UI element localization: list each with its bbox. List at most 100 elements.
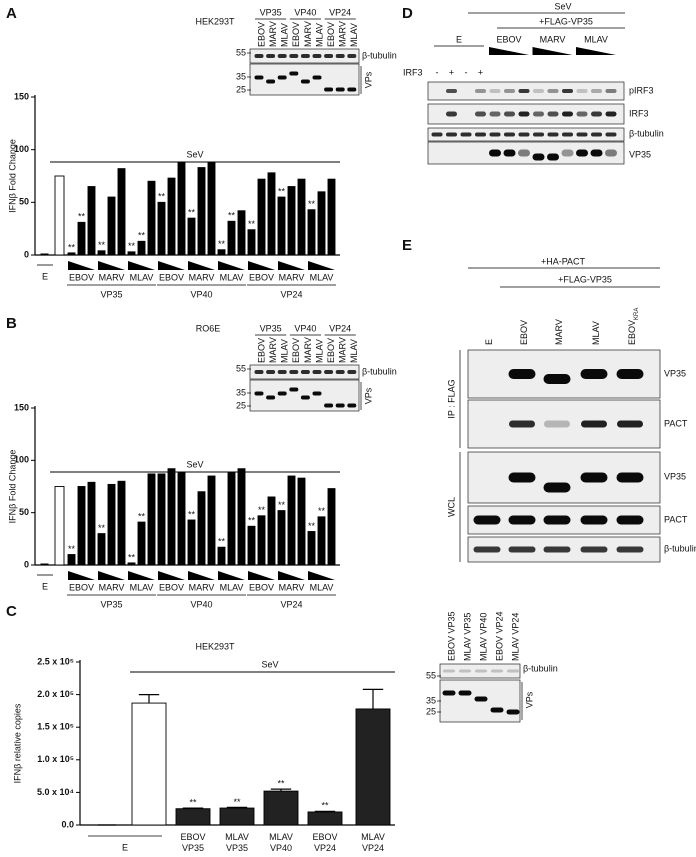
dose-wedge [218,571,245,580]
bar [207,161,216,256]
band [605,132,617,137]
group-label: VP40 [190,289,212,299]
band [616,472,644,483]
band [576,132,588,137]
y-axis-label: IFNβ relative copies [12,703,22,783]
bar [317,191,326,256]
band [312,391,322,396]
lane-label: MARV [338,337,348,363]
y-tick-label: 50 [19,197,29,207]
bar [127,251,136,256]
band [474,696,488,702]
band [446,89,457,93]
bar [117,168,126,256]
dose-wedge [128,261,155,270]
band [446,111,457,117]
x-tick-label-line: MLAV [225,832,249,842]
band [324,370,334,374]
panel-letter: B [6,315,17,332]
lane-label: EBOV [256,338,266,363]
bar [327,178,336,256]
band [277,75,287,80]
band [580,472,608,483]
y-tick-label: 150 [14,91,29,101]
dose-wedge [98,571,125,580]
group-label: VP40 [190,599,212,609]
band [562,111,573,117]
bar [217,546,226,566]
blot-label: β-tubulin [664,543,696,553]
significance: ** [308,521,316,531]
blot-label: PACT [664,418,688,428]
mw-marker: 35 [236,71,246,81]
blot-side-label: IP : FLAG [446,379,456,418]
band [506,709,520,715]
bar [307,811,343,826]
band [491,669,503,673]
sign: + [449,67,454,77]
dose-wedge [68,571,95,580]
lane-label-text: MARV [554,319,564,345]
bar [107,196,116,256]
significance: ** [321,801,329,811]
significance: ** [128,241,136,251]
lane-label-sub: KRA [634,308,640,320]
dose-wedge [248,261,275,270]
lane-label: MLAV [349,23,359,47]
x-tick-label: MLAV VP40 [269,832,293,853]
subgroup-label: MLAV [220,582,244,592]
band [254,370,264,374]
band [254,75,264,80]
band [473,515,501,525]
blot-label: VP35 [664,471,686,481]
y-tick-label: 150 [14,402,29,412]
band [518,132,530,137]
significance: ** [188,208,196,218]
blot-side-label: WCL [446,497,456,517]
bar [97,250,106,256]
dose-wedge [98,261,125,270]
significance: ** [98,240,106,250]
bar [277,510,286,566]
band [543,515,571,525]
band [580,369,608,379]
subgroup-label: MLAV [310,582,334,592]
band [335,403,345,408]
band [580,546,608,553]
lane-label: MLAV [280,23,290,47]
significance: ** [98,523,106,533]
significance: ** [318,506,326,516]
bar [227,472,236,566]
band [335,54,345,58]
band [489,89,501,93]
x-tick-label-line: VP24 [362,843,384,853]
lane-label: EBOVKRA [627,308,639,345]
bar [157,201,166,256]
blot-header: +FLAG-VP35 [558,274,612,284]
band [458,690,472,696]
subgroup-label: MARV [99,582,125,592]
band [576,111,588,117]
band [460,132,472,137]
blot-header: SeV [554,1,571,11]
lane-label: E [484,339,494,345]
bar [257,178,266,256]
blot-header: +FLAG-VP35 [539,16,593,26]
bar [167,468,176,566]
y-tick-label: 100 [14,455,29,465]
y-tick-label: 100 [14,144,29,154]
subgroup-label: EBOV [69,272,94,282]
sign: + [478,67,483,77]
lane-label: MLAV VP24 [510,613,520,661]
lane-label: MLAV VP40 [478,613,488,661]
bar [287,186,296,256]
subgroup-label: MARV [189,272,215,282]
subgroup-label: MARV [189,582,215,592]
lane-label: EBOV VP24 [494,611,504,661]
annotation: SeV [186,149,203,159]
dose-wedge [188,261,215,270]
mw-marker: 35 [236,387,246,397]
x-tick-label-line: VP24 [314,843,336,853]
bar [175,808,211,826]
